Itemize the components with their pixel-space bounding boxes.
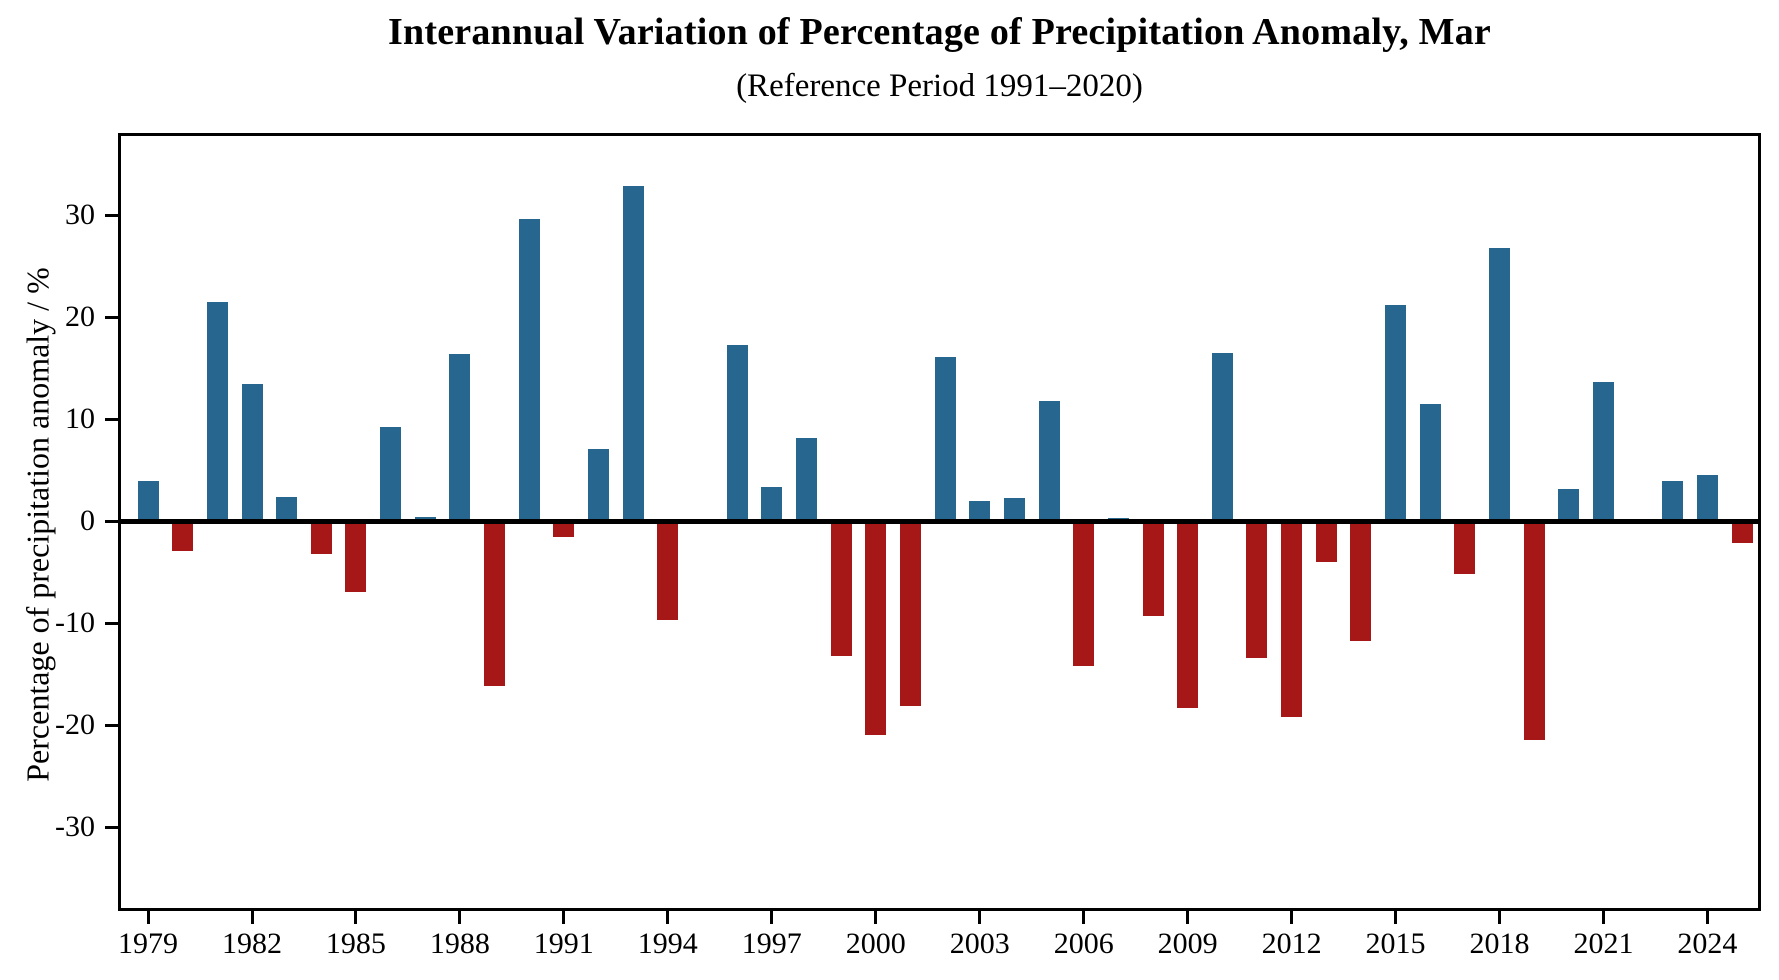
x-tick (1602, 911, 1605, 924)
bar-2001 (899, 521, 921, 706)
y-tick-label: 30 (65, 198, 95, 231)
bar-2017 (1454, 521, 1476, 574)
x-tick-label: 2021 (1573, 927, 1634, 960)
bar-2020 (1558, 489, 1580, 521)
bar-1986 (380, 427, 402, 521)
bar-1997 (761, 487, 783, 521)
x-tick-label: 2024 (1677, 927, 1738, 960)
bar-1991 (553, 521, 575, 538)
y-tick (105, 825, 118, 829)
x-tick-label: 2000 (845, 927, 906, 960)
bar-2012 (1281, 521, 1303, 717)
x-tick-label: 1997 (741, 927, 802, 960)
y-tick-label: -20 (55, 708, 95, 741)
y-tick (105, 315, 118, 319)
bar-1998 (795, 438, 817, 521)
bar-2006 (1073, 521, 1095, 666)
bar-2005 (1038, 400, 1060, 521)
y-tick (105, 723, 118, 727)
bar-1982 (241, 384, 263, 521)
x-tick-label: 2015 (1365, 927, 1426, 960)
x-tick (354, 911, 358, 924)
x-tick-label: 1988 (429, 927, 490, 960)
bar-2019 (1523, 521, 1545, 741)
y-tick-label: -30 (55, 810, 95, 843)
bar-2015 (1385, 304, 1406, 521)
bar-2000 (865, 521, 887, 736)
x-tick (1186, 911, 1190, 924)
x-tick (874, 911, 878, 924)
x-tick (458, 911, 462, 924)
x-tick-label: 1991 (533, 927, 594, 960)
bar-1985 (345, 521, 367, 593)
bar-2009 (1177, 521, 1199, 708)
bar-2013 (1315, 521, 1337, 562)
bar-1989 (484, 521, 505, 687)
bar-1987 (414, 516, 436, 521)
bar-1996 (726, 344, 748, 521)
x-tick-label: 2012 (1261, 927, 1322, 960)
x-tick-label: 2009 (1157, 927, 1218, 960)
bar-1979 (137, 481, 159, 521)
y-tick (105, 519, 118, 523)
x-tick-label: 1982 (222, 927, 282, 960)
x-tick (562, 911, 566, 924)
x-tick (978, 911, 982, 924)
x-tick-label: 1979 (118, 927, 178, 960)
x-tick (1498, 911, 1501, 924)
x-tick-label: 2006 (1053, 927, 1114, 960)
bar-2021 (1593, 382, 1614, 521)
bar-1999 (830, 521, 852, 656)
bar-2010 (1211, 352, 1233, 521)
bar-2018 (1489, 247, 1510, 521)
y-tick (105, 417, 118, 421)
chart-title: Interannual Variation of Percentage of P… (388, 11, 1491, 53)
bar-2014 (1350, 521, 1372, 642)
x-tick (666, 911, 670, 924)
bar-2003 (969, 500, 991, 521)
x-tick-label: 2018 (1469, 927, 1530, 960)
zero-axis-line (121, 519, 1758, 524)
y-tick-label: 20 (65, 300, 95, 333)
x-tick-label: 1994 (637, 927, 698, 960)
bar-2023 (1662, 481, 1684, 521)
bar-1992 (588, 448, 609, 521)
bar-1993 (622, 186, 644, 521)
bar-2025 (1731, 521, 1753, 544)
x-tick (146, 911, 150, 924)
x-tick-label: 2003 (949, 927, 1010, 960)
bar-2004 (1003, 497, 1025, 521)
x-tick (1290, 911, 1294, 924)
bar-1994 (657, 521, 679, 620)
bar-2024 (1696, 475, 1718, 521)
bar-2016 (1419, 403, 1441, 521)
bar-2002 (934, 356, 956, 521)
bar-1984 (310, 521, 332, 554)
bar-1983 (276, 496, 298, 521)
bar-1981 (206, 301, 228, 521)
y-tick (105, 213, 118, 217)
y-tick-label: 10 (65, 402, 95, 435)
x-tick (1705, 911, 1709, 924)
chart-subtitle: (Reference Period 1991–2020) (736, 68, 1143, 104)
x-tick (770, 911, 774, 924)
x-tick (250, 911, 254, 924)
bar-1980 (172, 521, 194, 551)
x-tick (1082, 911, 1086, 924)
y-tick-label: -10 (55, 606, 95, 639)
bar-1990 (518, 219, 540, 521)
x-tick-label: 1985 (325, 927, 386, 960)
plot-area (118, 133, 1761, 911)
y-tick-label: 0 (80, 504, 95, 537)
x-tick (1394, 911, 1397, 924)
y-tick (105, 621, 118, 625)
bar-2008 (1142, 521, 1164, 616)
bar-2011 (1246, 521, 1268, 658)
bar-1988 (449, 353, 471, 521)
